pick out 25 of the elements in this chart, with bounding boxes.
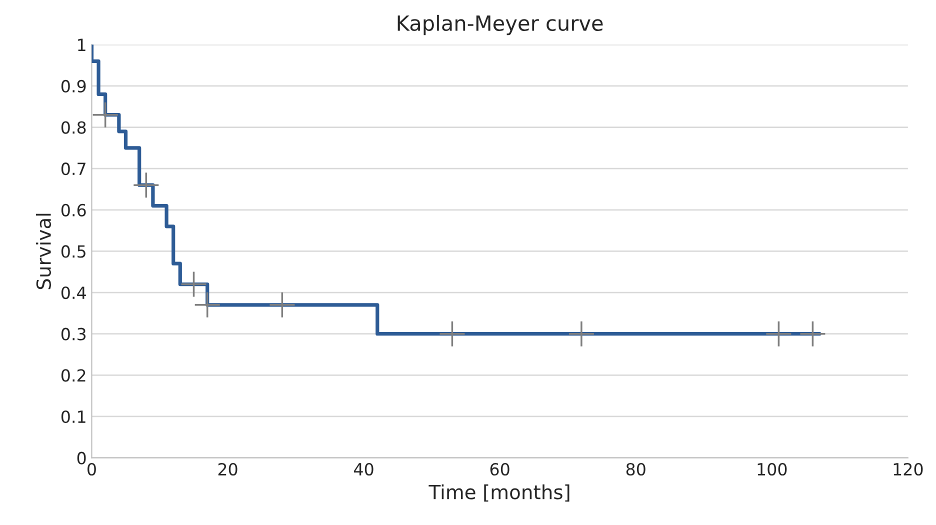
y-tick-label: 1 bbox=[78, 38, 86, 51]
point bbox=[270, 292, 295, 318]
y-tick-label: 0.1 bbox=[61, 410, 86, 424]
y-tick-label: 0 bbox=[77, 452, 86, 464]
y-tick-label: 0.6 bbox=[61, 204, 86, 216]
y-tick-label: 0.9 bbox=[61, 80, 86, 93]
x-tick-label: 0 bbox=[88, 462, 96, 476]
y-tick-label: 0.4 bbox=[61, 286, 86, 300]
x-tick-label: 40 bbox=[354, 462, 374, 476]
y-tick-label: 0.3 bbox=[61, 328, 86, 340]
x-tick-label: 80 bbox=[626, 462, 646, 476]
x-tick-label: 20 bbox=[218, 462, 238, 476]
point bbox=[568, 321, 594, 346]
point bbox=[134, 172, 159, 198]
x-tick-label: 120 bbox=[894, 462, 923, 476]
x-tick-label: 60 bbox=[490, 462, 510, 476]
x-axis-title: Time [months] bbox=[428, 484, 570, 502]
point bbox=[194, 292, 220, 318]
y-tick-label: 0.7 bbox=[61, 162, 86, 176]
y-tick-label: 0.2 bbox=[61, 369, 86, 382]
x-tick-label: 100 bbox=[758, 462, 787, 476]
y-axis-title: Survival bbox=[36, 214, 52, 290]
chart-title: Kaplan-Meyer curve bbox=[398, 14, 603, 36]
y-tick-label: 0.5 bbox=[61, 245, 86, 258]
y-tick-label: 0.8 bbox=[61, 121, 86, 134]
